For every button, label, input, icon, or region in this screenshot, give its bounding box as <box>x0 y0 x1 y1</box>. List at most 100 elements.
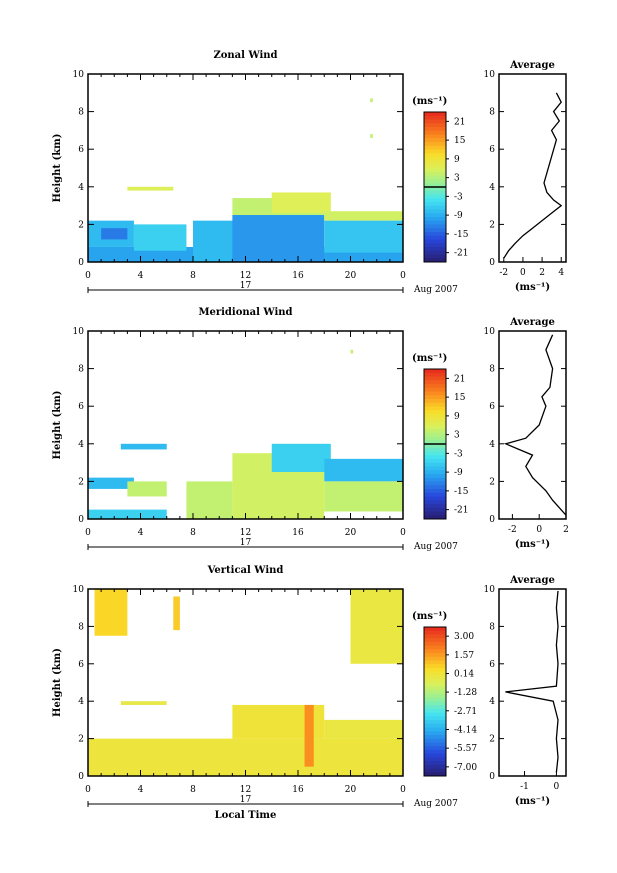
x-tick-label: 0 <box>85 785 91 795</box>
profile-y-tick-label: 8 <box>489 365 495 375</box>
colorbar-unit: (ms⁻¹) <box>412 353 447 364</box>
colorbar-segment <box>424 504 446 509</box>
heatmap-cell <box>324 719 403 739</box>
y-tick-label: 10 <box>73 585 85 595</box>
colorbar-segment <box>424 157 446 162</box>
colorbar-segment <box>424 145 446 150</box>
colorbar-segment <box>424 254 446 259</box>
colorbar-tick-label: 21 <box>454 117 465 127</box>
profile-y-tick-label: 0 <box>489 772 495 782</box>
y-axis-label: Height (km) <box>52 648 63 717</box>
colorbar-tick-label: 3 <box>454 174 460 184</box>
profile-frame <box>498 588 567 777</box>
colorbar-segment <box>424 649 446 654</box>
colorbar-segment <box>424 164 446 169</box>
colorbar-segment <box>424 112 446 117</box>
y-tick-label: 0 <box>78 772 84 782</box>
chart-title: Zonal Wind <box>213 50 277 61</box>
colorbar-tick-label: 15 <box>454 136 466 146</box>
colorbar-tick-label: 1.57 <box>454 651 474 661</box>
colorbar-segment <box>424 429 446 434</box>
y-tick-label: 10 <box>73 327 85 337</box>
colorbar-tick-label: 3.00 <box>454 632 474 642</box>
colorbar-segment <box>424 444 446 449</box>
date-label: 17 <box>240 538 252 548</box>
colorbar-segment <box>424 372 446 377</box>
x-tick-label: 8 <box>190 528 196 538</box>
colorbar-segment <box>424 130 446 135</box>
colorbar-segment <box>424 630 446 635</box>
colorbar-segment <box>424 746 446 751</box>
x-tick-label: 20 <box>345 785 357 795</box>
colorbar-segment <box>424 247 446 252</box>
colorbar-segment <box>424 727 446 732</box>
colorbar-segment <box>424 738 446 743</box>
colorbar-segment <box>424 653 446 658</box>
colorbar-segment <box>424 656 446 662</box>
profile-y-tick-label: 4 <box>489 440 495 450</box>
colorbar-segment <box>424 638 446 643</box>
heatmap-cell <box>304 704 314 767</box>
colorbar-segment <box>424 679 446 684</box>
colorbar-segment <box>424 761 446 766</box>
colorbar-tick-label: -7.00 <box>454 763 477 773</box>
colorbar-segment <box>424 440 446 445</box>
colorbar-segment <box>424 492 446 497</box>
colorbar-segment <box>424 708 446 714</box>
profile-y-tick-label: 0 <box>489 258 495 268</box>
colorbar-frame <box>423 626 447 777</box>
colorbar-segment <box>424 462 446 467</box>
colorbar-segment <box>424 764 446 770</box>
colorbar-segment <box>424 202 446 207</box>
heatmap-cell <box>324 458 403 482</box>
colorbar-segment <box>424 209 446 214</box>
colorbar-segment <box>424 417 446 422</box>
colorbar-segment <box>424 175 446 180</box>
colorbar-segment <box>424 641 446 647</box>
colorbar-segment <box>424 406 446 411</box>
x-tick-label: 12 <box>240 785 251 795</box>
profile-y-tick-label: 4 <box>489 697 495 707</box>
colorbar-segment <box>424 198 446 203</box>
profile-x-tick-label: 4 <box>558 268 564 278</box>
colorbar-segment <box>424 466 446 471</box>
heatmap-cell <box>94 589 128 636</box>
colorbar-segment <box>424 742 446 747</box>
y-tick-label: 8 <box>78 622 84 632</box>
x-tick-label: 20 <box>345 528 357 538</box>
colorbar-segment <box>424 239 446 244</box>
colorbar-segment <box>424 723 446 729</box>
date-month-label: Aug 2007 <box>413 799 458 809</box>
x-tick-label: 0 <box>400 271 406 281</box>
y-axis-label: Height (km) <box>52 391 63 460</box>
colorbar-segment <box>424 380 446 385</box>
colorbar-tick-label: -3 <box>454 449 463 459</box>
colorbar-segment <box>424 183 446 188</box>
colorbar-segment <box>424 217 446 222</box>
colorbar-segment <box>424 369 446 374</box>
colorbar-segment <box>424 645 446 650</box>
colorbar-segment <box>424 667 446 673</box>
heatmap-cell <box>101 228 128 240</box>
colorbar-segment <box>424 455 446 460</box>
colorbar-segment <box>424 634 446 639</box>
date-month-label: Aug 2007 <box>413 542 458 552</box>
colorbar-segment <box>424 660 446 665</box>
colorbar-tick-label: -15 <box>454 487 469 497</box>
y-axis-label: Height (km) <box>52 134 63 203</box>
colorbar-segment <box>424 395 446 400</box>
heatmap-cell <box>120 701 167 705</box>
colorbar-segment <box>424 496 446 501</box>
colorbar-segment <box>424 384 446 389</box>
colorbar-tick-label: 9 <box>454 412 460 422</box>
profile-y-tick-label: 10 <box>484 327 496 337</box>
colorbar-tick-label: 0.14 <box>454 670 474 680</box>
heatmap-field <box>88 349 403 519</box>
colorbar-segment <box>424 235 446 240</box>
date-label: 17 <box>240 281 252 291</box>
x-tick-label: 4 <box>138 785 144 795</box>
colorbar-segment <box>424 190 446 195</box>
heatmap-cell <box>370 98 373 103</box>
colorbar-segment <box>424 153 446 158</box>
